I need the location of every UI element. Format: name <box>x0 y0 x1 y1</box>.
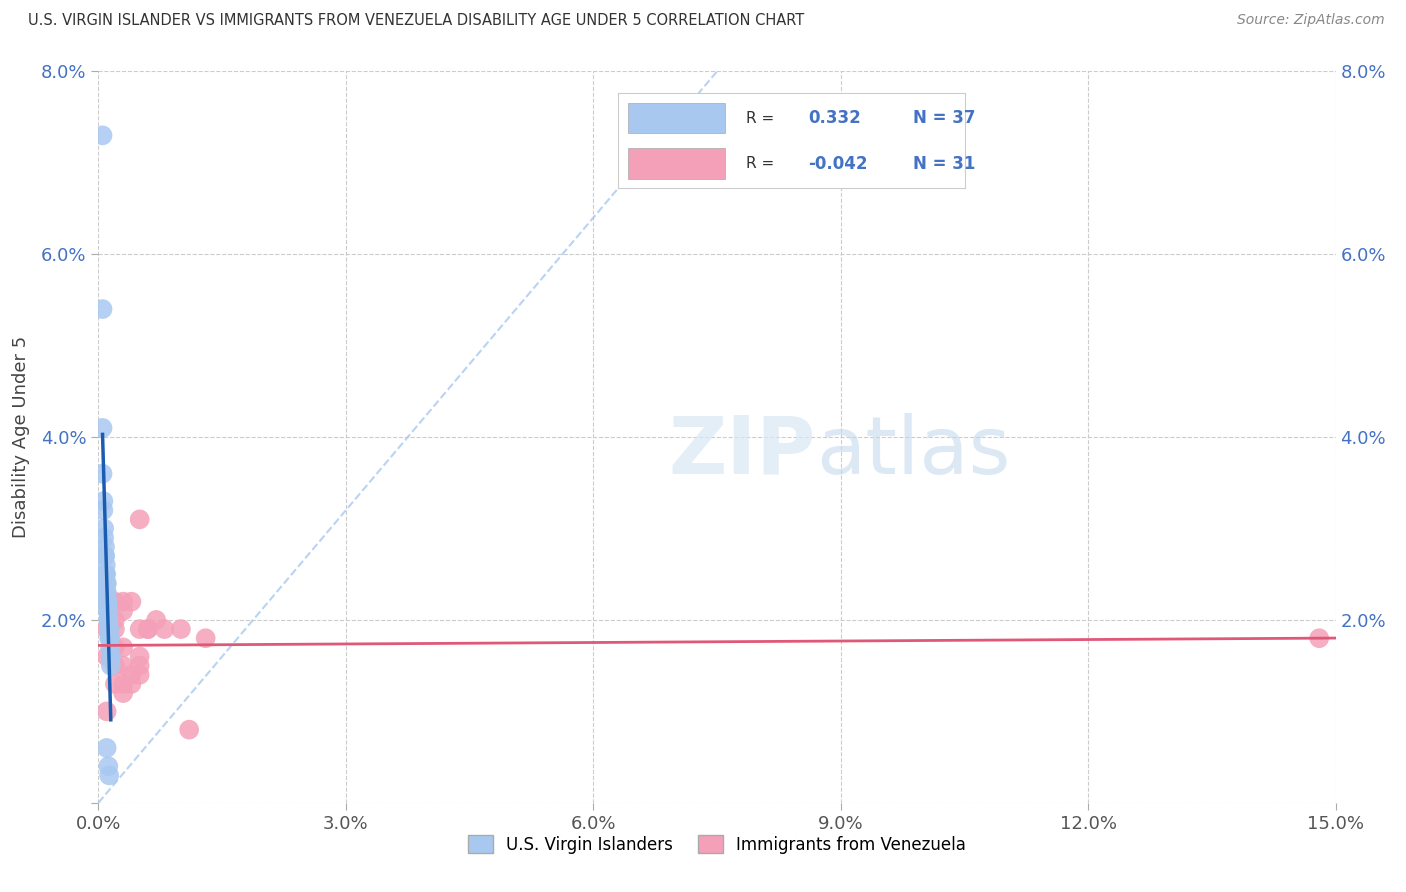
Point <box>120 595 142 609</box>
Text: atlas: atlas <box>815 413 1011 491</box>
Point <box>128 622 150 636</box>
Point <box>91 128 114 143</box>
Point <box>104 640 127 655</box>
Point <box>120 667 142 681</box>
Point <box>91 421 114 435</box>
Point <box>96 576 118 591</box>
Point <box>104 677 127 691</box>
Point <box>98 622 121 636</box>
Point <box>93 503 115 517</box>
Point <box>96 585 118 599</box>
Point <box>128 667 150 681</box>
Point <box>96 595 118 609</box>
Point <box>112 640 135 655</box>
Point <box>96 585 118 599</box>
Point <box>104 613 127 627</box>
Point <box>153 622 176 636</box>
Point <box>104 622 127 636</box>
Point <box>96 604 118 618</box>
Point <box>96 595 118 609</box>
Point <box>120 677 142 691</box>
Point <box>98 768 121 782</box>
Point <box>94 558 117 573</box>
Point <box>96 649 118 664</box>
Point <box>128 649 150 664</box>
Point <box>97 613 120 627</box>
Point <box>91 302 114 317</box>
Point <box>100 658 122 673</box>
Text: ZIP: ZIP <box>669 413 815 491</box>
Point <box>91 467 114 481</box>
Point <box>128 658 150 673</box>
Point <box>112 677 135 691</box>
Point <box>97 613 120 627</box>
Point <box>112 595 135 609</box>
Point <box>145 613 167 627</box>
Point <box>93 531 115 545</box>
Point <box>96 740 118 755</box>
Point <box>98 622 121 636</box>
Point <box>97 604 120 618</box>
Point <box>104 658 127 673</box>
Point <box>112 604 135 618</box>
Point <box>97 759 120 773</box>
Point <box>170 622 193 636</box>
Point <box>96 705 118 719</box>
Point <box>136 622 159 636</box>
Point <box>94 567 117 582</box>
Point <box>100 649 122 664</box>
Text: U.S. VIRGIN ISLANDER VS IMMIGRANTS FROM VENEZUELA DISABILITY AGE UNDER 5 CORRELA: U.S. VIRGIN ISLANDER VS IMMIGRANTS FROM … <box>28 13 804 29</box>
Point <box>98 632 121 646</box>
Point <box>94 540 117 554</box>
Point <box>94 549 117 563</box>
Point <box>94 549 117 563</box>
Point <box>96 622 118 636</box>
Point <box>194 632 217 646</box>
Point <box>94 567 117 582</box>
Text: Source: ZipAtlas.com: Source: ZipAtlas.com <box>1237 13 1385 28</box>
Point <box>96 576 118 591</box>
Point <box>1308 632 1330 646</box>
Point <box>98 640 121 655</box>
Point <box>179 723 201 737</box>
Point <box>93 494 115 508</box>
Legend: U.S. Virgin Islanders, Immigrants from Venezuela: U.S. Virgin Islanders, Immigrants from V… <box>461 829 973 860</box>
Point <box>93 521 115 535</box>
Point <box>104 595 127 609</box>
Point <box>112 686 135 700</box>
Y-axis label: Disability Age Under 5: Disability Age Under 5 <box>11 336 30 538</box>
Point <box>128 512 150 526</box>
Point <box>94 567 117 582</box>
Point <box>96 595 118 609</box>
Point <box>100 649 122 664</box>
Point <box>98 632 121 646</box>
Point <box>112 658 135 673</box>
Point <box>136 622 159 636</box>
